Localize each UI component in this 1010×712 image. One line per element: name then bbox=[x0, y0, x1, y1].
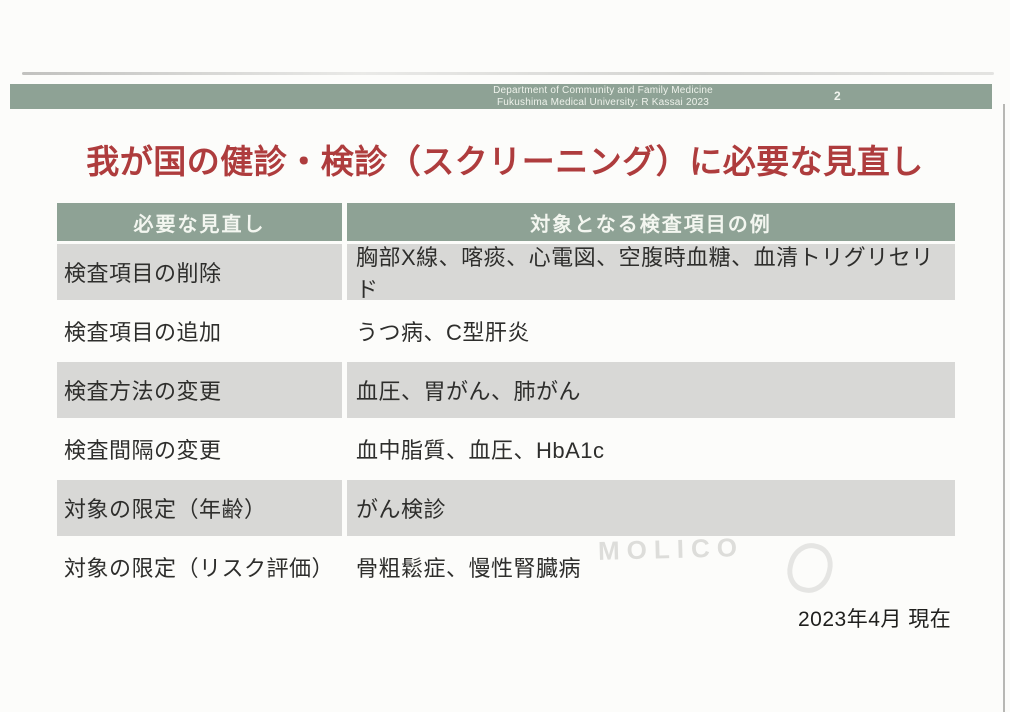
column-header-revision: 必要な見直し bbox=[57, 203, 342, 241]
credit-text: Department of Community and Family Medic… bbox=[303, 85, 903, 108]
row-examples: 骨粗鬆症、慢性腎臓病 bbox=[356, 556, 582, 581]
credit-bar: Department of Community and Family Medic… bbox=[10, 84, 992, 109]
table-row: 検査項目の追加 うつ病、C型肝炎 bbox=[57, 303, 955, 359]
row-examples: 血中脂質、血圧、HbA1c bbox=[356, 438, 605, 463]
credit-line2: Fukushima Medical University: R Kassai 2… bbox=[496, 96, 709, 108]
row-label: 対象の限定（リスク評価） bbox=[64, 556, 335, 581]
row-label: 検査間隔の変更 bbox=[64, 438, 222, 463]
row-examples: 血圧、胃がん、肺がん bbox=[347, 362, 955, 418]
table-row: 対象の限定（リスク評価） 骨粗鬆症、慢性腎臓病 bbox=[57, 539, 955, 595]
column-header-examples: 対象となる検査項目の例 bbox=[347, 203, 955, 241]
credit-line1: Department of Community and Family Medic… bbox=[493, 85, 713, 96]
slide-title: 我が国の健診・検診（スクリーニング）に必要な見直し bbox=[86, 143, 924, 180]
row-examples: うつ病、C型肝炎 bbox=[356, 320, 530, 345]
revision-table: 必要な見直し 対象となる検査項目の例 検査項目の削除 胸部X線、喀痰、心電図、空… bbox=[57, 203, 955, 598]
scan-artifact-top-line bbox=[22, 72, 994, 75]
table-row: 検査間隔の変更 血中脂質、血圧、HbA1c bbox=[57, 421, 955, 477]
row-label: 検査項目の削除 bbox=[57, 244, 342, 300]
row-label: 検査項目の追加 bbox=[64, 320, 222, 345]
table-row: 検査項目の削除 胸部X線、喀痰、心電図、空腹時血糖、血清トリグリセリド bbox=[57, 244, 955, 302]
scan-artifact-right-line bbox=[1003, 104, 1005, 712]
table-row: 検査方法の変更 血圧、胃がん、肺がん bbox=[57, 362, 955, 418]
row-examples: がん検診 bbox=[347, 480, 955, 536]
page-number: 2 bbox=[834, 89, 841, 103]
as-of-date: 2023年4月 現在 bbox=[798, 608, 952, 631]
paper-watermark-text: MOLICO bbox=[597, 532, 745, 566]
table-header-row: 必要な見直し 対象となる検査項目の例 bbox=[57, 203, 955, 241]
row-label: 検査方法の変更 bbox=[57, 362, 342, 418]
row-examples: 胸部X線、喀痰、心電図、空腹時血糖、血清トリグリセリド bbox=[347, 244, 955, 302]
table-row: 対象の限定（年齢） がん検診 bbox=[57, 480, 955, 536]
row-label: 対象の限定（年齢） bbox=[57, 480, 342, 536]
